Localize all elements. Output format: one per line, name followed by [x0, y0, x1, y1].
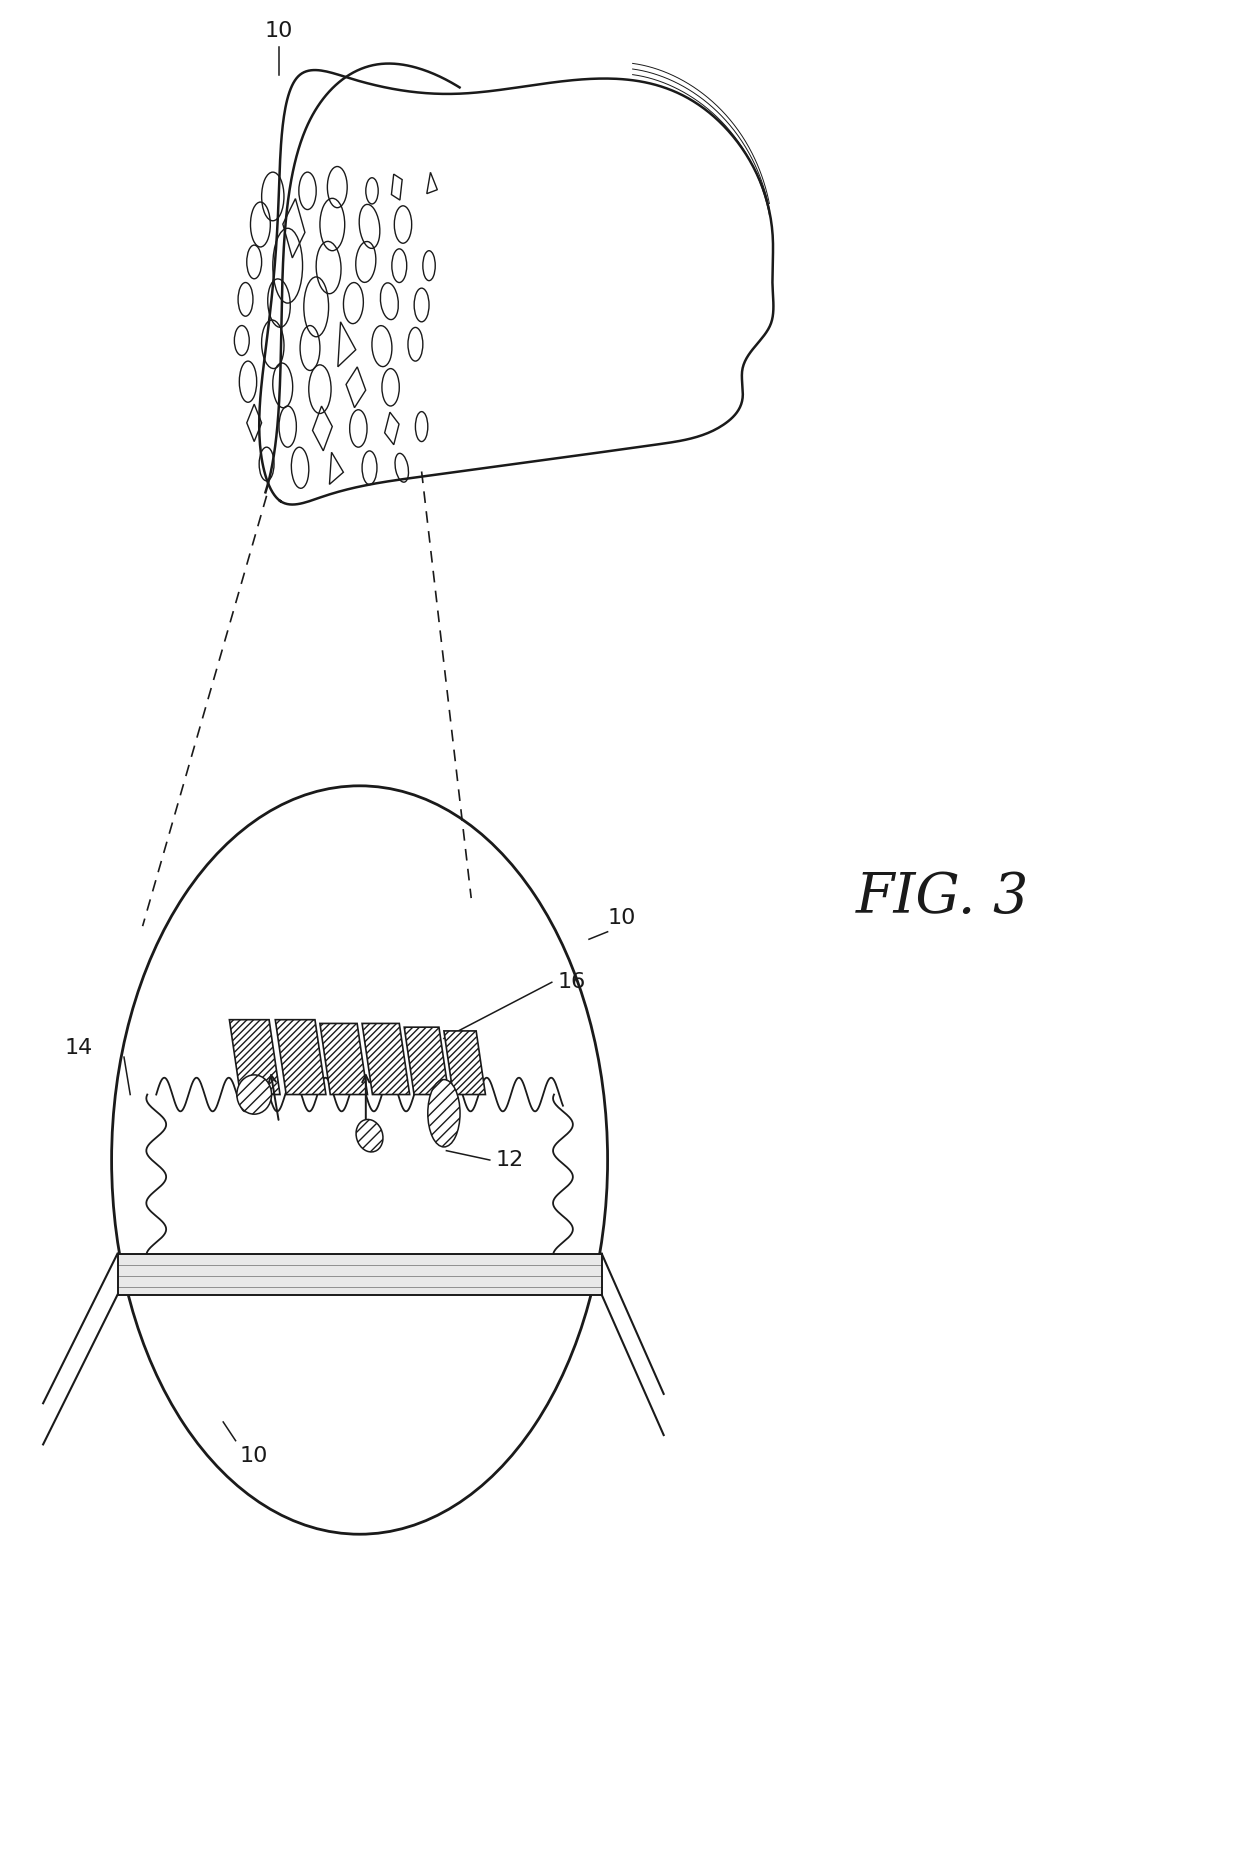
- Text: 10: 10: [265, 21, 293, 41]
- Text: 12: 12: [496, 1151, 525, 1169]
- Text: 14: 14: [64, 1038, 93, 1057]
- Ellipse shape: [356, 1119, 383, 1153]
- Polygon shape: [362, 1023, 409, 1095]
- Polygon shape: [229, 1020, 280, 1095]
- Text: FIG. 3: FIG. 3: [856, 870, 1029, 926]
- Polygon shape: [444, 1031, 485, 1095]
- Text: 10: 10: [239, 1446, 268, 1467]
- Bar: [118, 1254, 601, 1295]
- Text: 10: 10: [608, 907, 636, 928]
- Ellipse shape: [237, 1076, 272, 1115]
- Text: 16: 16: [558, 973, 587, 992]
- Ellipse shape: [428, 1080, 460, 1147]
- Polygon shape: [404, 1027, 449, 1095]
- Polygon shape: [320, 1023, 367, 1095]
- Polygon shape: [275, 1020, 326, 1095]
